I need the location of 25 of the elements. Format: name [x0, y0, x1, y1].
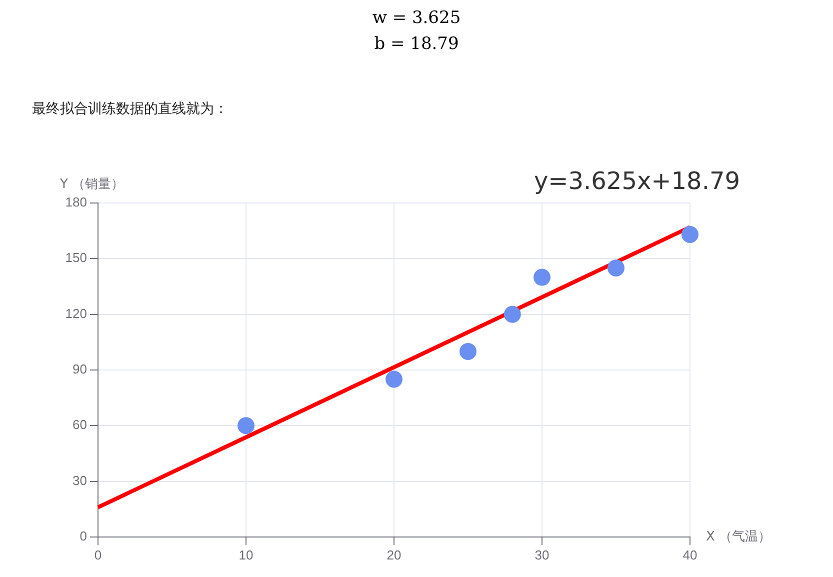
text: 最终拟合训练数据的直线就为： [32, 100, 228, 118]
point [238, 417, 254, 434]
text: b = 18.79 [373, 34, 460, 54]
text: y=3.625x+18.79 [534, 167, 740, 196]
y-tick-label: 180 [65, 194, 87, 210]
x-tick-label: 0 [94, 547, 102, 562]
y-tick-label: 0 [80, 528, 87, 544]
x-tick-label: 20 [386, 547, 402, 562]
point [534, 268, 550, 286]
x-axis-title: X （气温） [706, 529, 772, 544]
y-tick-label: 90 [72, 362, 87, 377]
y-tick-label: 150 [65, 250, 87, 266]
x-tick-label: 30 [534, 547, 550, 562]
point [460, 342, 476, 360]
text: w = 3.625 [371, 8, 462, 28]
point [682, 226, 698, 244]
y-tick-label: 120 [65, 306, 87, 321]
x-tick-label: 40 [682, 547, 698, 562]
y-axis-title: Y （销量） [58, 176, 124, 192]
y-tick-label: 60 [72, 417, 87, 432]
point [608, 259, 624, 276]
point [386, 370, 402, 388]
x-tick-label: 10 [238, 547, 254, 562]
point [504, 306, 521, 323]
y-tick-label: 30 [72, 472, 87, 488]
